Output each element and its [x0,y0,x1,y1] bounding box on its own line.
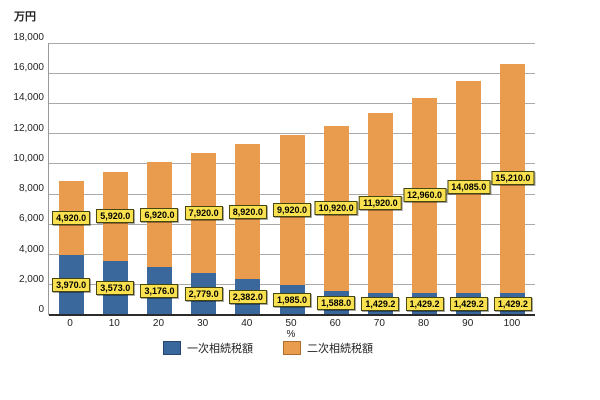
y-tick-label: 10,000 [13,152,44,164]
x-tick-label: 70 [373,318,385,329]
data-label-series1: 1,588.0 [317,296,356,310]
data-label-series2: 12,960.0 [403,188,447,203]
gridline [49,72,535,74]
data-label-series2: 5,920.0 [96,209,135,224]
x-tick-label: 80 [417,318,430,329]
legend-label: 二次相続税額 [307,343,373,355]
data-label-series2: 4,920.0 [52,210,91,225]
y-tick-label: 0 [38,304,44,315]
data-label-series1: 1,429.2 [493,297,532,312]
data-label-series1: 3,970.0 [52,278,91,292]
data-label-series1: 3,176.0 [140,284,179,298]
legend-swatch-icon [283,341,301,355]
y-tick-label: 2,000 [18,273,44,285]
data-label-series1: 2,382.0 [228,290,267,304]
x-tick-label: 20 [152,318,165,329]
y-tick-label: 6,000 [18,213,44,225]
x-tick-label: 10 [108,318,120,329]
data-label-series1: 2,779.0 [184,287,223,301]
data-label-series2: 7,920.0 [184,206,223,221]
gridline [49,102,535,104]
x-tick-label: 30 [197,318,209,329]
x-tick-label: 100 [503,318,521,329]
legend-swatch-icon [163,341,181,355]
legend: 一次相続税額 二次相続税額 [163,340,373,356]
y-tick-label: 12,000 [13,122,44,134]
x-tick-label: 40 [241,318,253,329]
x-tick-label: 60 [329,318,341,329]
y-tick-label: 16,000 [13,62,44,74]
y-axis-unit-label: 万円 [14,11,36,23]
data-label-series1: 1,429.2 [405,297,444,312]
plot-area: 3,970.0 4,920.0 3,573.0 5,920.0 3,176.0 6,920… [48,42,535,316]
legend-label: 一次相続税額 [187,343,253,355]
x-tick-label: 50 [285,318,297,329]
gridline [49,133,535,135]
data-label-series1: 1,429.2 [361,297,400,312]
data-label-series2: 8,920.0 [228,204,267,219]
legend-item: 一次相続税額 [163,340,253,356]
x-tick-label: 90 [462,318,474,329]
gridline [49,42,535,44]
data-label-series1: 3,573.0 [96,281,135,295]
y-tick-label: 18,000 [13,32,44,43]
x-axis-title: % [286,329,296,340]
y-tick-label: 14,000 [13,92,44,104]
y-tick-label: 4,000 [18,243,44,255]
data-label-series2: 9,920.0 [272,203,312,218]
data-label-series1: 1,429.2 [449,297,488,312]
data-label-series2: 10,920.0 [314,201,358,216]
data-label-series1: 1,985.0 [272,293,312,307]
legend-item: 二次相続税額 [283,340,373,356]
data-label-series2: 11,920.0 [359,196,402,211]
data-label-series2: 15,210.0 [491,171,535,186]
x-axis-line [49,314,535,316]
data-label-series2: 14,085.0 [447,179,491,194]
x-tick-label: 0 [67,318,73,329]
y-tick-label: 8,000 [18,183,44,195]
data-label-series2: 6,920.0 [140,207,179,222]
